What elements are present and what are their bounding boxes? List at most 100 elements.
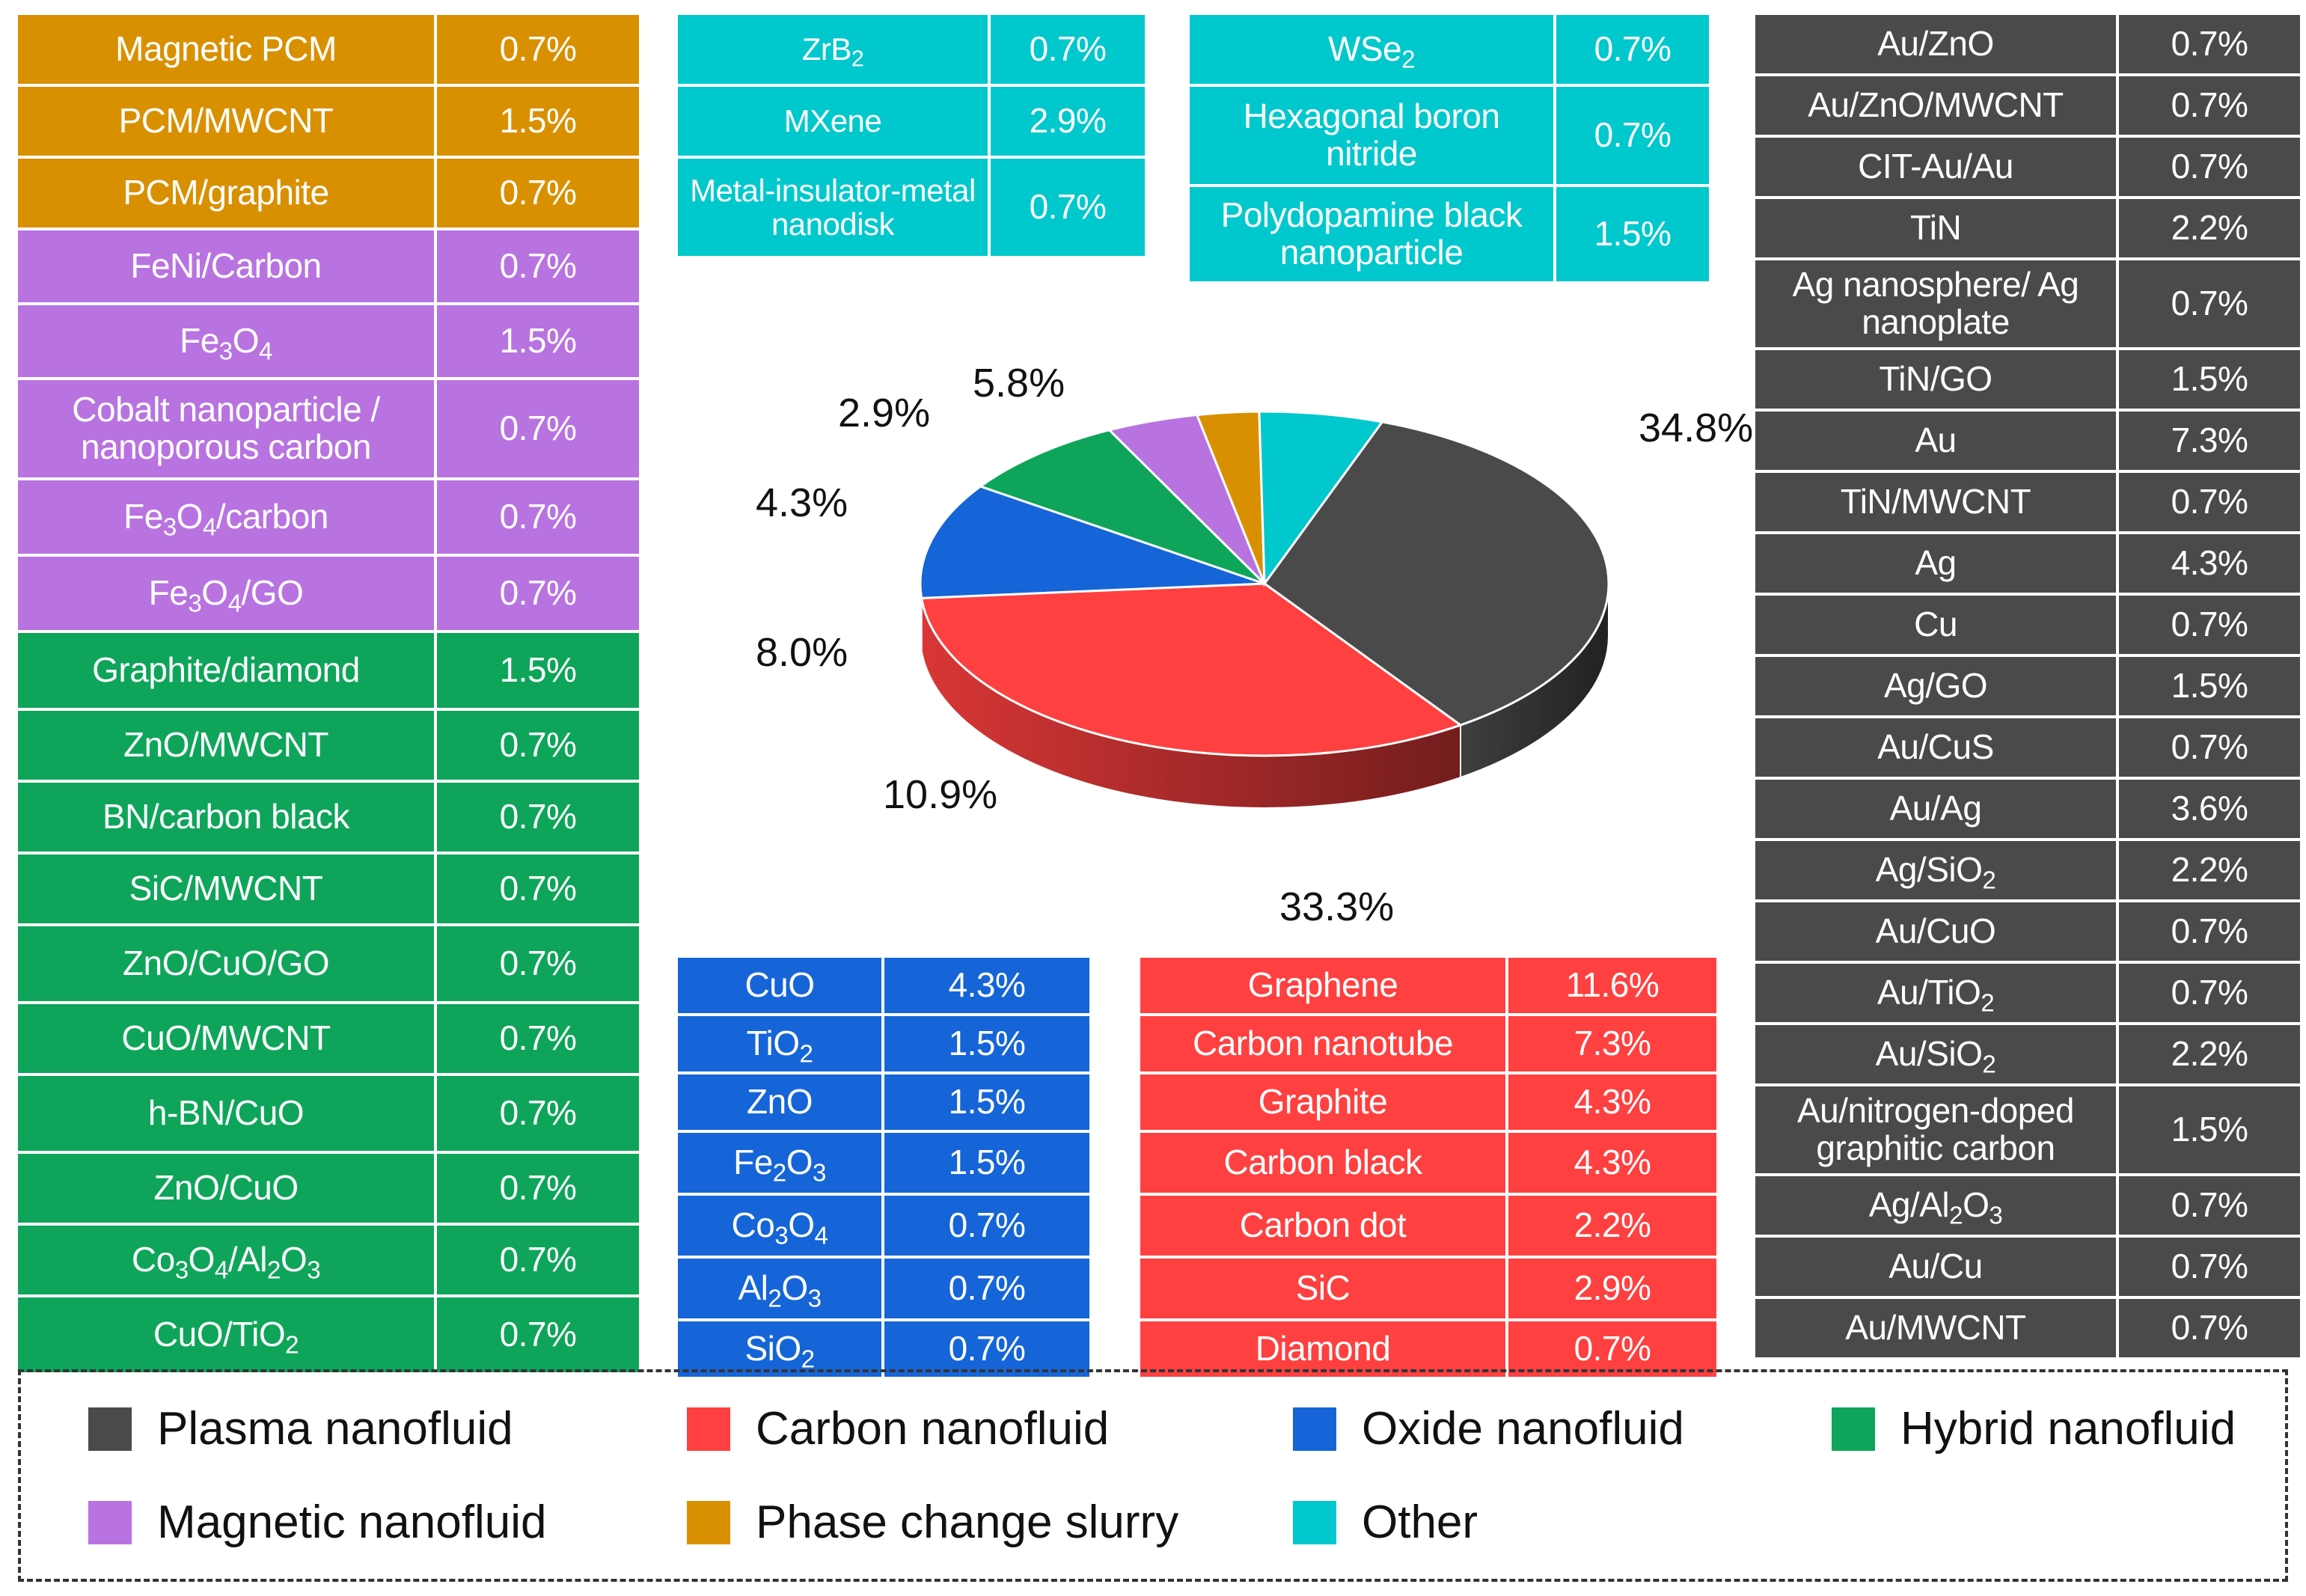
material-percentage: 1.5% (884, 1074, 1092, 1133)
material-percentage: 0.7% (2119, 260, 2303, 350)
magnetic-nanofluid-table: FeNi/Carbon 0.7% Fe3O4 1.5% Cobalt nanoparti… (18, 230, 642, 633)
material-label: Magnetic PCM (18, 15, 437, 87)
table-row: Au 7.3% (1755, 412, 2303, 473)
material-percentage: 0.7% (884, 1196, 1092, 1259)
table-row: Al2O3 0.7% (678, 1259, 1092, 1321)
legend-item-plasma: Plasma nanofluid (88, 1402, 513, 1455)
table-row: PCM/MWCNT 1.5% (18, 87, 642, 159)
material-label: Au/CuS (1755, 718, 2119, 780)
material-label: TiN (1755, 199, 2119, 260)
material-percentage: 0.7% (437, 380, 642, 480)
material-label: Co3O4/Al2O3 (18, 1226, 437, 1297)
table-row: Co3O4/Al2O3 0.7% (18, 1226, 642, 1297)
material-label: PCM/MWCNT (18, 87, 437, 159)
table-row: ZnO 1.5% (678, 1074, 1092, 1133)
material-percentage: 0.7% (437, 1076, 642, 1154)
material-label: FeNi/Carbon (18, 230, 437, 305)
table-row: PCM/graphite 0.7% (18, 159, 642, 230)
material-label: Carbon black (1140, 1133, 1508, 1196)
legend-label: Magnetic nanofluid (157, 1496, 547, 1548)
material-percentage: 1.5% (884, 1016, 1092, 1074)
material-percentage: 0.7% (437, 711, 642, 783)
material-label: h-BN/CuO (18, 1076, 437, 1154)
pie-label-plasma: 34.8% (1639, 406, 1753, 450)
material-label: Fe2O3 (678, 1133, 884, 1196)
material-percentage: 0.7% (437, 783, 642, 854)
material-label: MXene (678, 87, 991, 159)
table-row: Cobalt nanoparticle / nanoporous carbon 0… (18, 380, 642, 480)
material-label: ZrB2 (678, 15, 991, 87)
table-row: Hexagonal boron nitride 0.7% (1190, 87, 1712, 187)
material-percentage: 2.2% (2119, 1025, 2303, 1086)
table-row: Co3O4 0.7% (678, 1196, 1092, 1259)
table-row: Ag nanosphere/ Ag nanoplate 0.7% (1755, 260, 2303, 350)
table-row: Ag/GO 1.5% (1755, 657, 2303, 718)
material-percentage: 0.7% (437, 1297, 642, 1375)
material-label: Metal-insulator-metal nanodisk (678, 159, 991, 259)
table-row: CIT-Au/Au 0.7% (1755, 138, 2303, 199)
material-percentage: 0.7% (437, 1004, 642, 1076)
table-row: Au/ZnO 0.7% (1755, 15, 2303, 76)
material-label: WSe2 (1190, 15, 1556, 87)
table-row: Au/Cu 0.7% (1755, 1238, 2303, 1299)
material-label: Ag/SiO2 (1755, 841, 2119, 902)
pie-label-carbon: 33.3% (1279, 884, 1394, 929)
table-row: Fe3O4 1.5% (18, 305, 642, 380)
legend: Plasma nanofluid Carbon nanofluid Oxide na… (18, 1369, 2288, 1582)
material-label: CIT-Au/Au (1755, 138, 2119, 199)
material-percentage: 2.9% (991, 87, 1148, 159)
table-row: Carbon dot 2.2% (1140, 1196, 1719, 1259)
material-label: TiO2 (678, 1016, 884, 1074)
table-row: Polydopamine black nanoparticle 1.5% (1190, 187, 1712, 284)
material-label: Carbon dot (1140, 1196, 1508, 1259)
material-percentage: 4.3% (884, 958, 1092, 1016)
material-percentage: 0.7% (437, 557, 642, 633)
table-row: h-BN/CuO 0.7% (18, 1076, 642, 1154)
material-label: Au/ZnO (1755, 15, 2119, 76)
material-label: Graphene (1140, 958, 1508, 1016)
material-label: CuO/MWCNT (18, 1004, 437, 1076)
material-percentage: 11.6% (1508, 958, 1719, 1016)
material-label: Cobalt nanoparticle / nanoporous carbon (18, 380, 437, 480)
material-label: Au/Ag (1755, 780, 2119, 841)
table-row: Au/Ag 3.6% (1755, 780, 2303, 841)
legend-swatch (1832, 1407, 1875, 1451)
material-percentage: 0.7% (2119, 902, 2303, 964)
material-label: Au/MWCNT (1755, 1299, 2119, 1360)
other-table-right: WSe2 0.7% Hexagonal boron nitride 0.7% Polyd… (1190, 15, 1712, 284)
material-label: ZnO (678, 1074, 884, 1133)
material-label: Au/SiO2 (1755, 1025, 2119, 1086)
table-row: BN/carbon black 0.7% (18, 783, 642, 854)
pie-label-magnetic: 4.3% (756, 480, 848, 525)
material-percentage: 0.7% (991, 159, 1148, 259)
material-label: Au/CuO (1755, 902, 2119, 964)
material-percentage: 4.3% (1508, 1133, 1719, 1196)
plasma-nanofluid-table: Au/ZnO 0.7% Au/ZnO/MWCNT 0.7% CIT-Au/Au 0.7% T… (1755, 15, 2303, 1360)
table-row: Ag/SiO2 2.2% (1755, 841, 2303, 902)
table-row: MXene 2.9% (678, 87, 1148, 159)
table-row: Au/MWCNT 0.7% (1755, 1299, 2303, 1360)
material-label: Au/ZnO/MWCNT (1755, 76, 2119, 138)
legend-label: Oxide nanofluid (1362, 1403, 1684, 1455)
pie-slice-other (1258, 410, 1384, 587)
material-percentage: 0.7% (2119, 718, 2303, 780)
material-percentage: 0.7% (2119, 138, 2303, 199)
legend-swatch (1293, 1407, 1336, 1451)
material-label: TiN/MWCNT (1755, 473, 2119, 534)
legend-item-carbon: Carbon nanofluid (687, 1402, 1109, 1455)
material-percentage: 2.2% (2119, 841, 2303, 902)
material-label: Au/Cu (1755, 1238, 2119, 1299)
material-percentage: 0.7% (2119, 1299, 2303, 1360)
material-percentage: 2.2% (2119, 199, 2303, 260)
material-percentage: 1.5% (437, 305, 642, 380)
table-row: SiC 2.9% (1140, 1259, 1719, 1321)
material-label: ZnO/CuO (18, 1154, 437, 1226)
material-percentage: 1.5% (2119, 657, 2303, 718)
material-label: Al2O3 (678, 1259, 884, 1321)
legend-label: Plasma nanofluid (157, 1403, 513, 1455)
legend-swatch (88, 1500, 132, 1544)
material-label: Graphite (1140, 1074, 1508, 1133)
legend-label: Phase change slurry (756, 1496, 1179, 1548)
legend-item-oxide: Oxide nanofluid (1293, 1402, 1684, 1455)
table-row: Au/ZnO/MWCNT 0.7% (1755, 76, 2303, 138)
